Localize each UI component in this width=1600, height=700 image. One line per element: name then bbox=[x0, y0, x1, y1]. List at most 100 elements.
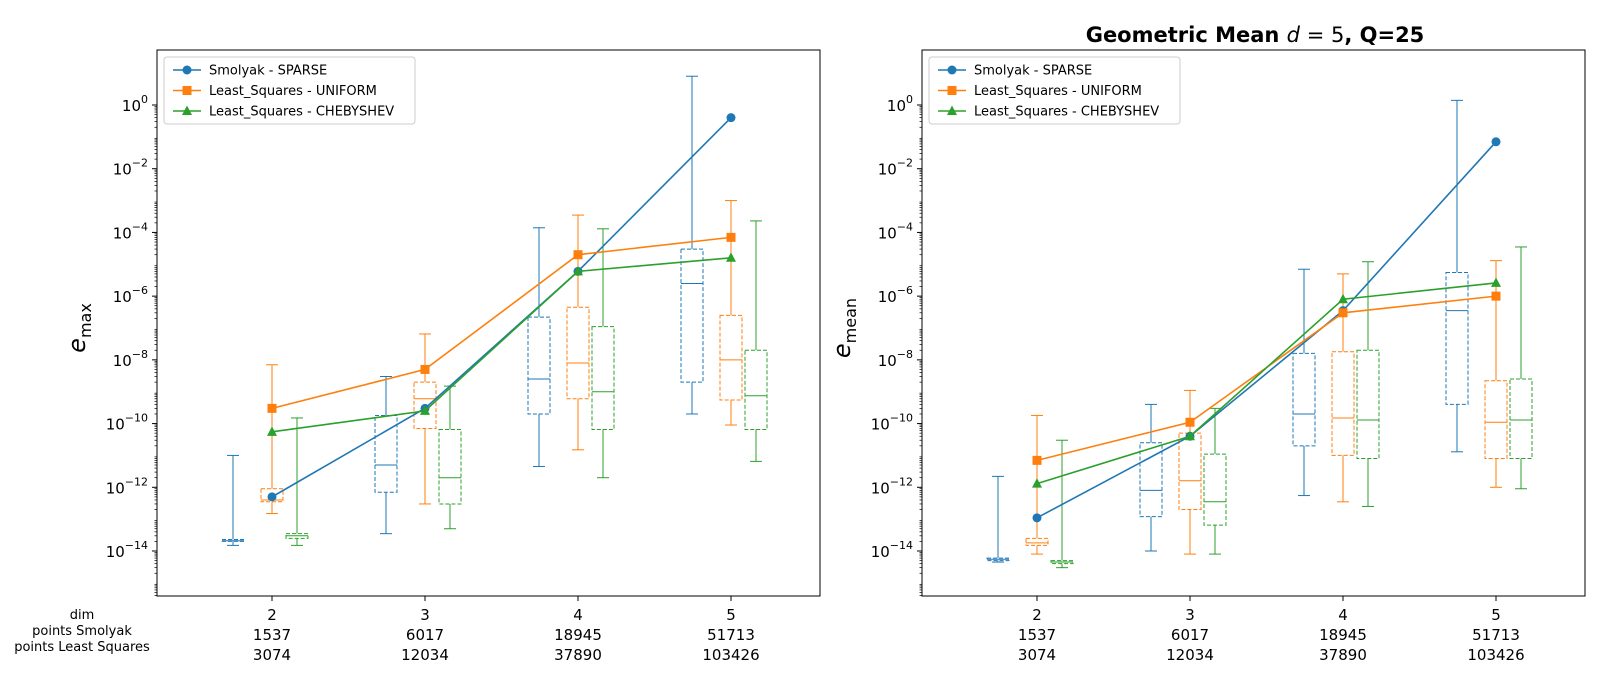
x-tick-label-points-least-squares: 103426 bbox=[702, 646, 759, 664]
legend-label: Least_Squares - CHEBYSHEV bbox=[209, 105, 394, 120]
data-point bbox=[726, 252, 736, 262]
x-tick-label-points-least-squares: 12034 bbox=[1166, 646, 1214, 664]
box bbox=[1203, 453, 1227, 526]
legend-frame bbox=[928, 56, 1181, 125]
plot-frame bbox=[156, 49, 821, 597]
box bbox=[680, 248, 704, 383]
y-tick-exponent: −4 bbox=[132, 220, 148, 233]
data-point bbox=[1338, 293, 1348, 304]
x-tick-label-points-least-squares: 37890 bbox=[554, 646, 602, 664]
boxplot bbox=[1356, 261, 1380, 507]
y-tick-base: 10 bbox=[871, 543, 890, 561]
y-tick-label: 10−6 bbox=[113, 284, 148, 306]
data-point bbox=[1338, 308, 1348, 318]
legend-label: Smolyak - SPARSE bbox=[974, 64, 1092, 79]
y-axis-label: emean bbox=[828, 298, 860, 358]
y-tick-exponent: −14 bbox=[890, 539, 913, 552]
boxplot bbox=[1331, 273, 1355, 503]
boxplot bbox=[1292, 268, 1316, 497]
x-tick-label-dim: 3 bbox=[420, 606, 430, 624]
data-point bbox=[267, 403, 277, 413]
y-tick-label: 10−12 bbox=[106, 475, 148, 497]
title-equals: = 5 bbox=[1300, 23, 1344, 47]
boxplot bbox=[1445, 99, 1469, 453]
row-label-points-least-squares: points Least Squares bbox=[14, 640, 150, 655]
box bbox=[527, 316, 551, 415]
box bbox=[1025, 537, 1049, 546]
title-variable: d bbox=[1287, 23, 1301, 47]
x-tick-label-points-smolyak: 51713 bbox=[707, 626, 755, 644]
data-point bbox=[1032, 478, 1042, 488]
y-tick-label: 10−2 bbox=[878, 157, 913, 179]
box bbox=[1509, 378, 1533, 460]
y-tick-base: 10 bbox=[113, 224, 132, 242]
y-tick-label: 10−4 bbox=[113, 220, 148, 242]
x-tick-label-dim: 2 bbox=[1032, 606, 1042, 624]
y-axis-label: emax bbox=[63, 303, 95, 353]
row-label-dim: dim bbox=[70, 608, 95, 623]
y-tick-base: 10 bbox=[878, 224, 897, 242]
y-tick-exponent: −6 bbox=[897, 284, 913, 297]
title-suffix: , Q=25 bbox=[1344, 23, 1424, 47]
y-tick-exponent: −10 bbox=[125, 412, 148, 425]
plot-frame bbox=[921, 49, 1586, 597]
x-tick-label-points-smolyak: 1537 bbox=[253, 626, 291, 644]
series-line bbox=[1036, 141, 1497, 519]
x-tick-label-points-smolyak: 18945 bbox=[1319, 626, 1367, 644]
data-point bbox=[1185, 417, 1195, 427]
y-tick-exponent: −4 bbox=[897, 220, 913, 233]
x-tick-label-points-smolyak: 6017 bbox=[406, 626, 444, 644]
data-point bbox=[1491, 277, 1501, 287]
legend-marker bbox=[182, 105, 192, 115]
y-tick-label: 10−12 bbox=[871, 475, 913, 497]
y-tick-exponent: 0 bbox=[141, 93, 148, 106]
y-tick-base: 10 bbox=[878, 288, 897, 306]
y-tick-base: 10 bbox=[106, 479, 125, 497]
legend-label: Least_Squares - UNIFORM bbox=[974, 84, 1142, 99]
y-tick-label: 10−8 bbox=[878, 348, 913, 370]
y-tick-exponent: −2 bbox=[897, 157, 913, 170]
y-axis-label-subscript: max bbox=[76, 303, 95, 338]
y-tick-label: 100 bbox=[122, 93, 148, 115]
legend-label: Smolyak - SPARSE bbox=[209, 64, 327, 79]
boxplot bbox=[744, 220, 768, 462]
y-tick-exponent: −10 bbox=[890, 412, 913, 425]
box bbox=[744, 349, 768, 431]
y-tick-exponent: 0 bbox=[906, 93, 913, 106]
row-label-points-smolyak: points Smolyak bbox=[32, 624, 132, 639]
data-point bbox=[726, 232, 736, 242]
legend-frame bbox=[163, 56, 416, 125]
data-point bbox=[1491, 137, 1501, 147]
x-tick-label-points-smolyak: 51713 bbox=[1472, 626, 1520, 644]
y-tick-exponent: −8 bbox=[897, 348, 913, 361]
boxplot bbox=[527, 227, 551, 467]
y-axis-label-base: e bbox=[828, 343, 856, 358]
data-point bbox=[1185, 430, 1195, 441]
x-tick-label-dim: 4 bbox=[573, 606, 583, 624]
box bbox=[566, 306, 590, 400]
figure-title: Geometric Mean d = 5, Q=25 bbox=[1086, 23, 1425, 47]
data-point bbox=[1032, 455, 1042, 465]
y-tick-base: 10 bbox=[122, 97, 141, 115]
box bbox=[260, 488, 284, 503]
y-tick-label: 10−14 bbox=[106, 539, 148, 561]
y-tick-label: 10−6 bbox=[878, 284, 913, 306]
data-point bbox=[267, 492, 277, 502]
x-tick-label-dim: 3 bbox=[1185, 606, 1195, 624]
x-tick-label-points-least-squares: 12034 bbox=[401, 646, 449, 664]
legend: Smolyak - SPARSE Least_Squares - UNIFORM L… bbox=[163, 56, 416, 125]
series-line bbox=[1036, 282, 1497, 485]
series-line bbox=[271, 256, 732, 433]
y-tick-base: 10 bbox=[871, 479, 890, 497]
y-tick-label: 10−4 bbox=[878, 220, 913, 242]
legend-label: Least_Squares - CHEBYSHEV bbox=[974, 105, 1159, 120]
box bbox=[374, 414, 398, 493]
panel-emean: 10010−210−410−610−810−1010−1210−14emean2… bbox=[828, 49, 1586, 664]
boxplot bbox=[374, 376, 398, 535]
data-point bbox=[726, 113, 736, 123]
x-tick-label-dim: 2 bbox=[267, 606, 277, 624]
panel-emax: 10010−210−410−610−810−1010−1210−14emax21… bbox=[63, 49, 821, 664]
x-tick-label-points-smolyak: 1537 bbox=[1018, 626, 1056, 644]
y-tick-label: 10−10 bbox=[106, 412, 148, 434]
